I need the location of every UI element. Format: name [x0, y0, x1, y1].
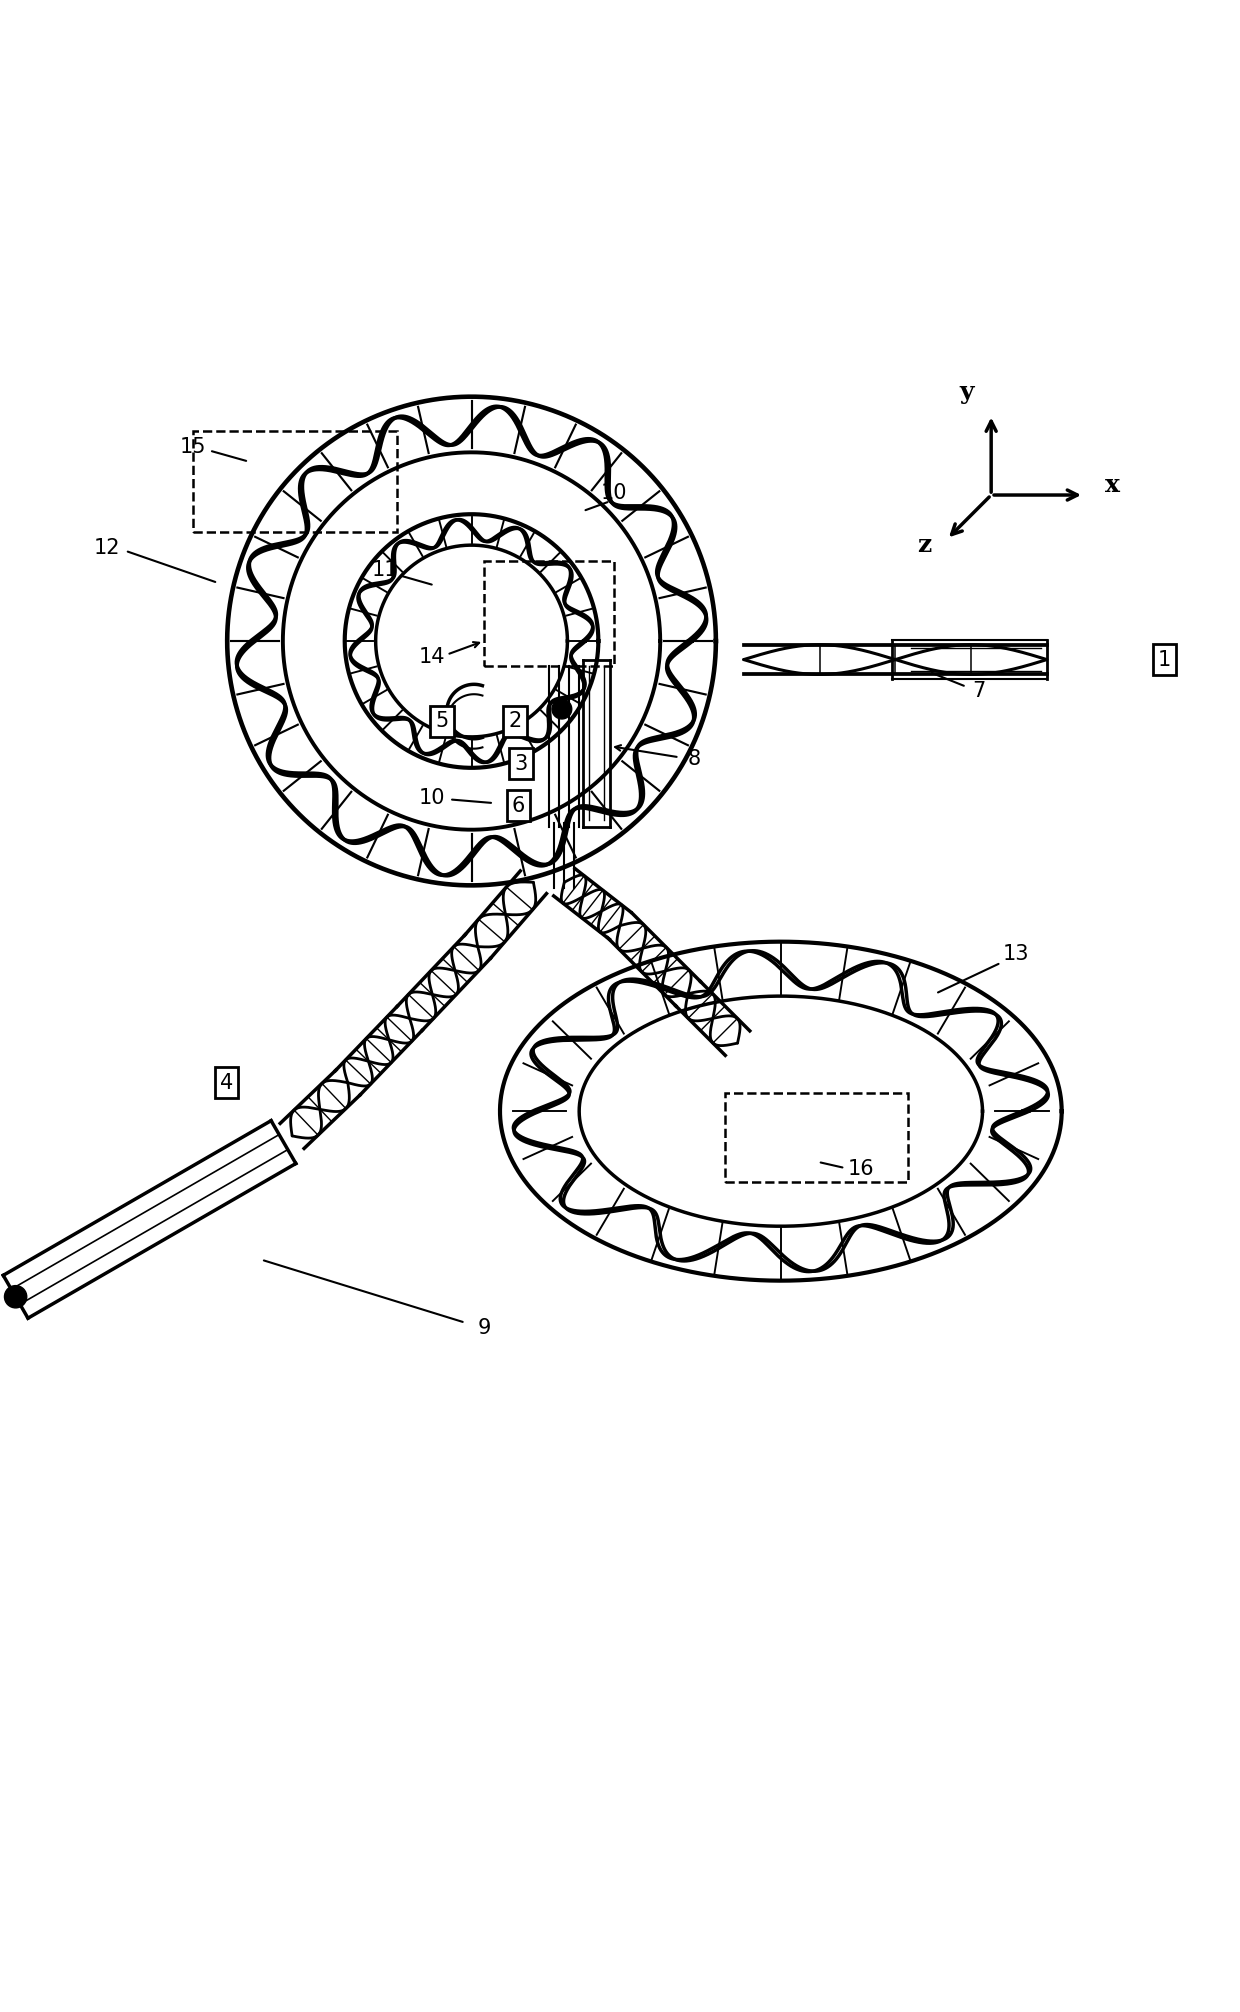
Text: 2: 2: [508, 712, 522, 732]
Circle shape: [290, 461, 652, 823]
Bar: [193, 431, 397, 531]
Text: 4: 4: [219, 1072, 233, 1093]
Circle shape: [335, 505, 609, 779]
Text: 10: 10: [600, 483, 627, 503]
Text: x: x: [1105, 473, 1120, 497]
Text: 6: 6: [512, 795, 526, 815]
Circle shape: [383, 553, 560, 730]
Text: 5: 5: [435, 712, 449, 732]
Text: 15: 15: [180, 437, 206, 457]
Text: 7: 7: [972, 680, 986, 700]
Text: z: z: [918, 533, 931, 557]
Bar: [725, 1093, 908, 1181]
Text: 12: 12: [93, 539, 120, 557]
Text: 1: 1: [1158, 650, 1171, 670]
Circle shape: [552, 698, 572, 718]
Text: 3: 3: [515, 754, 528, 773]
Text: 16: 16: [848, 1159, 874, 1179]
Text: 13: 13: [1003, 944, 1029, 964]
Text: 9: 9: [477, 1318, 491, 1338]
Text: 8: 8: [688, 748, 701, 769]
Text: 11: 11: [372, 561, 398, 581]
Ellipse shape: [487, 930, 1074, 1294]
Circle shape: [217, 386, 725, 895]
Ellipse shape: [585, 1002, 976, 1219]
Bar: [484, 561, 614, 666]
Text: 10: 10: [419, 789, 445, 809]
Text: y: y: [960, 380, 973, 404]
Text: 14: 14: [419, 648, 445, 668]
Circle shape: [5, 1286, 27, 1308]
